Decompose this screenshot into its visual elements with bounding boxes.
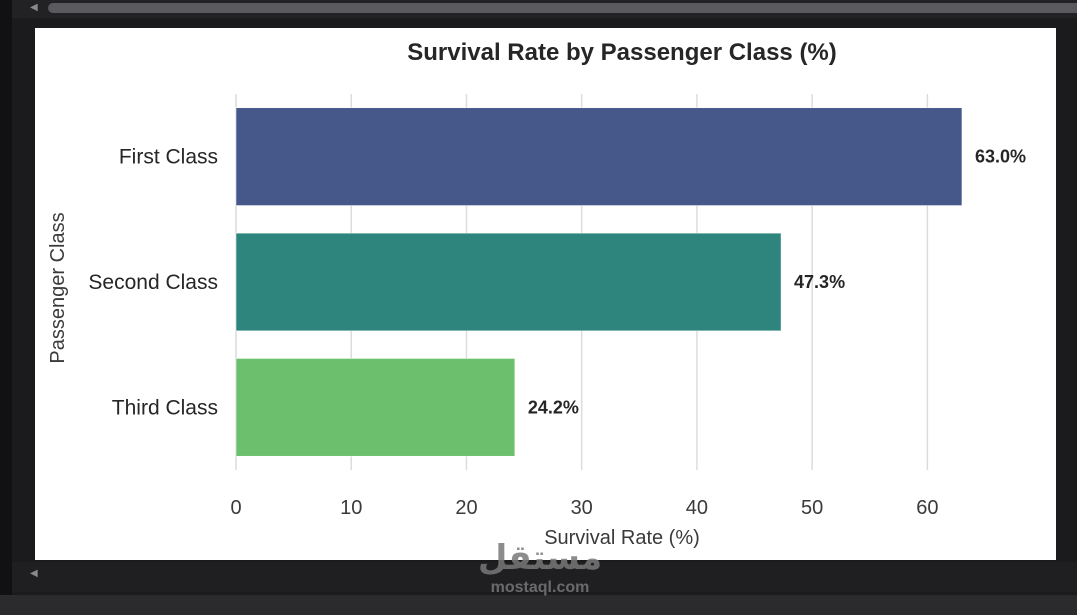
x-tick-label: 60: [916, 497, 938, 519]
x-tick-label: 40: [686, 497, 708, 519]
scroll-left-arrow-icon[interactable]: ◀: [30, 2, 38, 13]
y-tick-label: First Class: [119, 146, 218, 169]
bar: [235, 107, 963, 206]
left-edge: [0, 0, 12, 615]
chart-title: Survival Rate by Passenger Class (%): [407, 39, 837, 66]
bar-chart: 0 10 20 30 40 50 60 First Class 63.0% Second Clas…: [47, 39, 1026, 549]
y-tick-label: Second Class: [88, 271, 218, 294]
x-tick-label: 0: [230, 497, 241, 519]
y-axis-label: Passenger Class: [47, 212, 69, 363]
bar-value-label: 24.2%: [528, 397, 579, 417]
x-tick-label: 10: [340, 497, 362, 519]
y-tick-label: Third Class: [112, 396, 218, 419]
top-scrollbar[interactable]: ◀: [12, 0, 1077, 18]
bottom-bar: [12, 562, 1077, 592]
watermark-site: mostaql.com: [490, 579, 590, 596]
footer-bar: [0, 595, 1077, 615]
x-tick-label: 50: [801, 497, 823, 519]
bar-value-label: 63.0%: [975, 147, 1026, 167]
x-tick-label: 20: [455, 497, 477, 519]
scrollbar-thumb[interactable]: [48, 3, 1077, 13]
scroll-left-arrow-icon[interactable]: ◀: [30, 568, 38, 579]
watermark-logo: مستقل: [477, 538, 603, 578]
bar: [235, 358, 516, 457]
chart-panel: 0 10 20 30 40 50 60 First Class 63.0% Second Clas…: [35, 28, 1056, 560]
x-axis-label: Survival Rate (%): [544, 527, 700, 549]
bar: [235, 232, 782, 332]
watermark: مستقل mostaql.com: [470, 538, 610, 606]
x-tick-label: 30: [571, 497, 593, 519]
bar-value-label: 47.3%: [794, 272, 845, 292]
